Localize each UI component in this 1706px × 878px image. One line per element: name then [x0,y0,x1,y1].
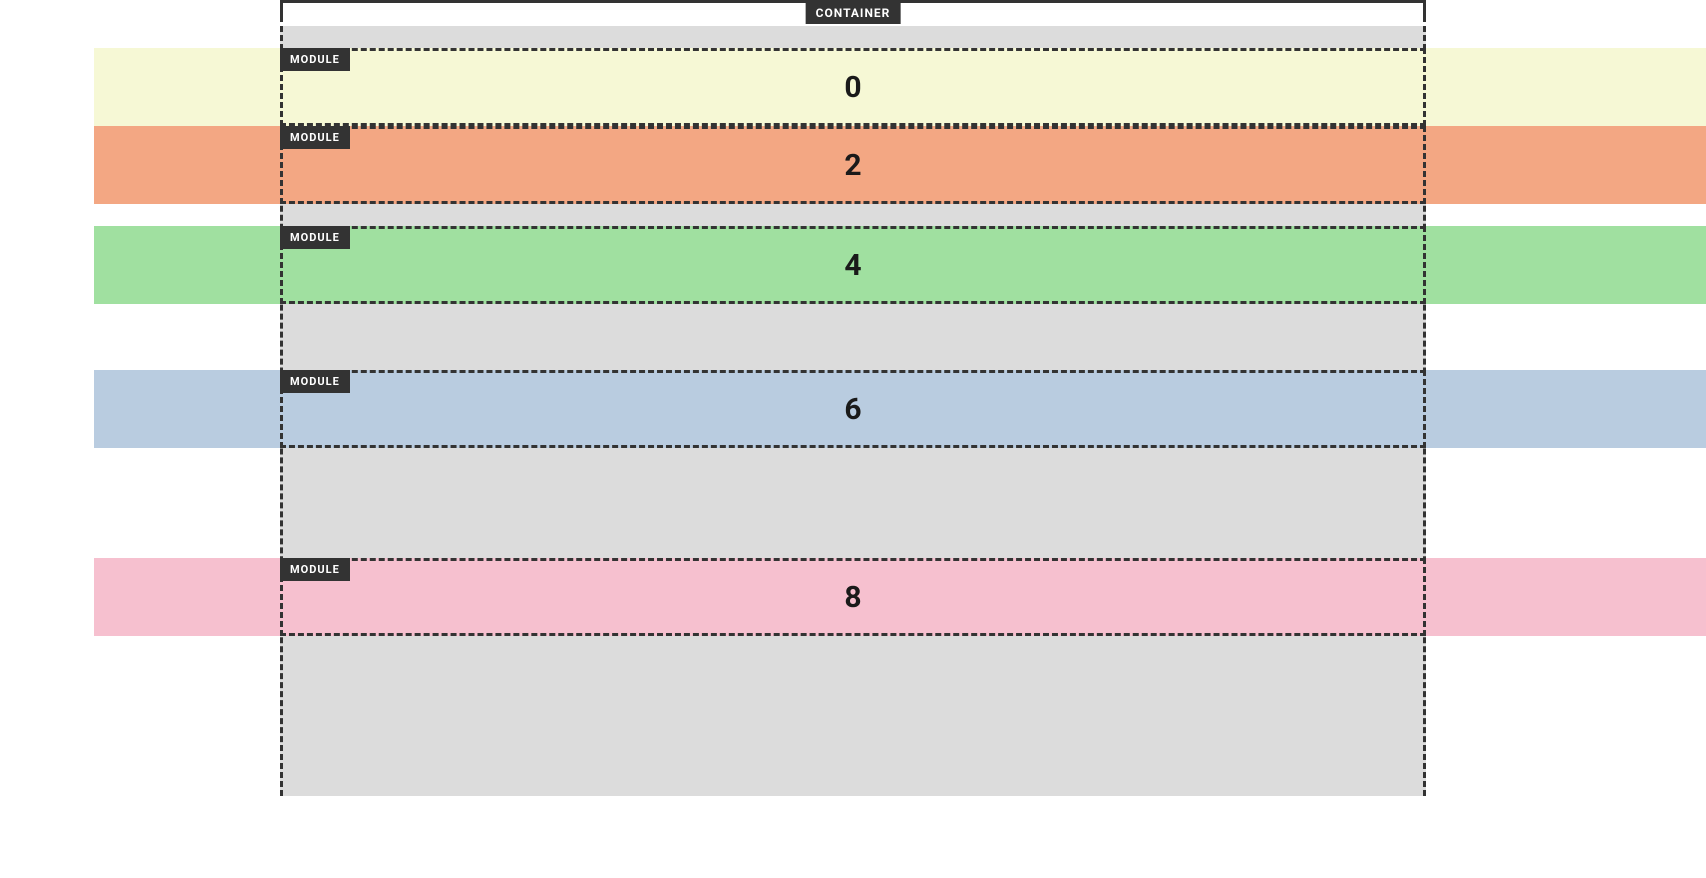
container-label: CONTAINER [806,2,901,24]
module-value: 2 [844,148,861,183]
module-row: MODULE 0 [283,48,1423,126]
module-value: 6 [844,392,861,427]
module-row: MODULE 8 [283,558,1423,636]
bracket-right-tick [1423,0,1426,22]
module-box: MODULE 8 [280,558,1426,636]
gap [283,204,1423,226]
bracket-left-tick [280,0,283,22]
gap [283,26,1423,48]
module-row: MODULE 4 [283,226,1423,304]
module-row: MODULE 6 [283,370,1423,448]
module-tag: MODULE [280,126,350,149]
container-bottom-space [283,636,1423,796]
module-box: MODULE 0 [280,48,1426,126]
module-value: 8 [844,580,861,615]
module-box: MODULE 2 [280,126,1426,204]
gap [283,304,1423,370]
module-row: MODULE 2 [283,126,1423,204]
module-tag: MODULE [280,558,350,581]
gap [283,448,1423,558]
container-bracket: CONTAINER [280,0,1426,26]
page: CONTAINER MODULE0MODULE2MODULE4MODULE6MO… [0,0,1706,796]
module-tag: MODULE [280,48,350,71]
module-box: MODULE 6 [280,370,1426,448]
module-box: MODULE 4 [280,226,1426,304]
module-value: 0 [844,70,861,105]
module-value: 4 [844,248,861,283]
module-tag: MODULE [280,226,350,249]
module-tag: MODULE [280,370,350,393]
modules-host: MODULE 0 MODULE 2 MODULE 4 MODULE 6 MODULE 8 [0,26,1706,796]
container-region: MODULE 0 MODULE 2 MODULE 4 MODULE 6 MODULE 8 [280,26,1426,796]
